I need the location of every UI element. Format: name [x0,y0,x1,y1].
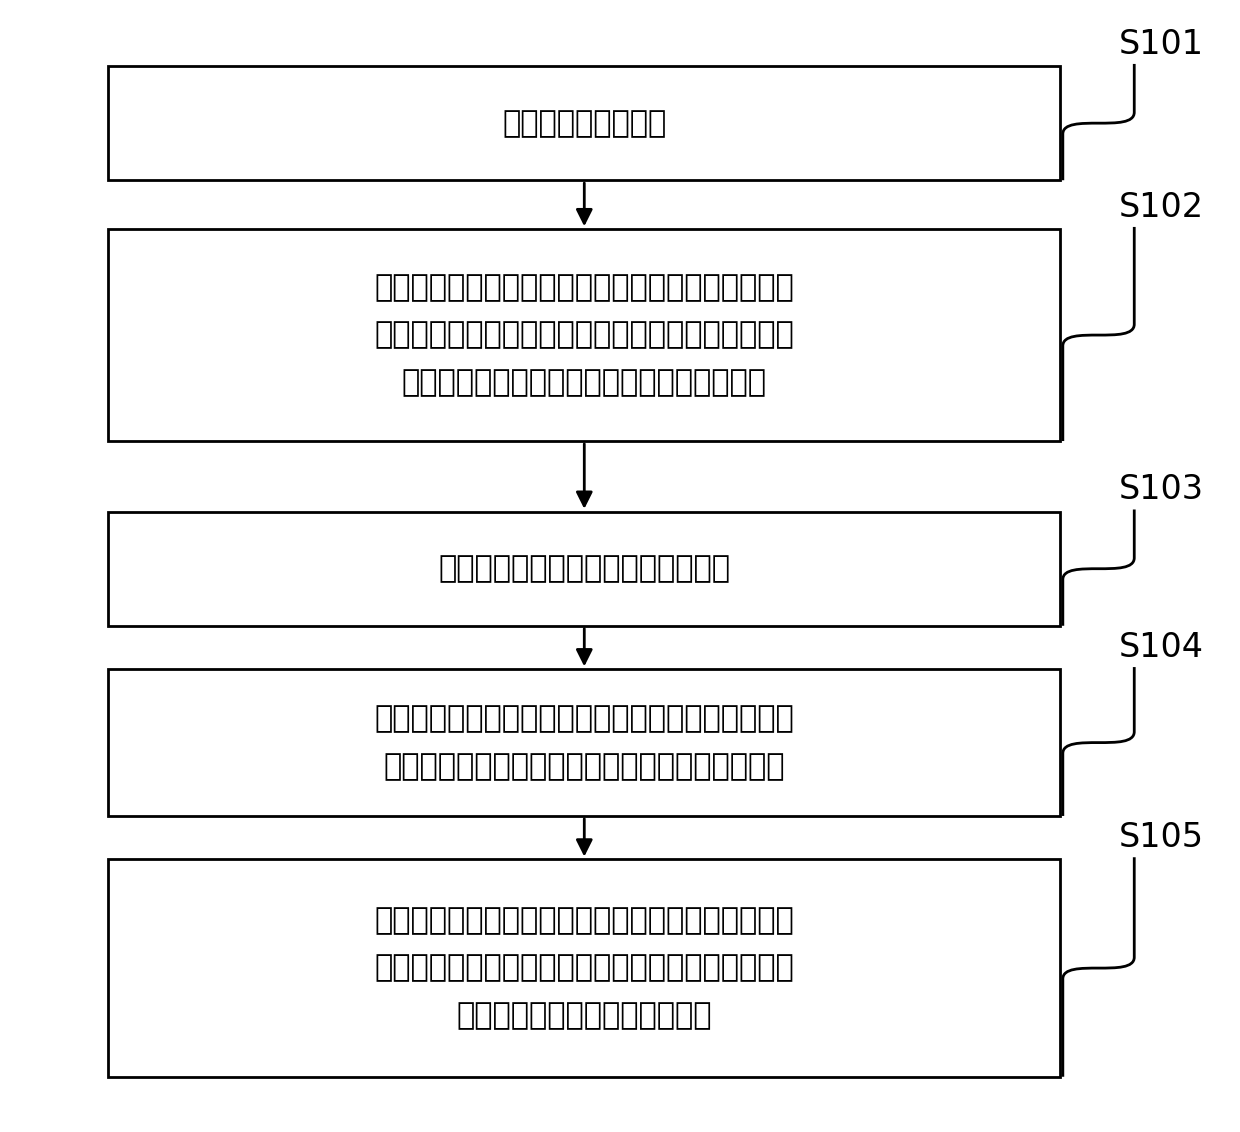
Text: S105: S105 [1120,821,1204,854]
FancyBboxPatch shape [108,66,1060,180]
Text: S103: S103 [1120,473,1204,506]
Text: S104: S104 [1120,631,1204,663]
Text: 计算任意两个雷电点之间的密度关系: 计算任意两个雷电点之间的密度关系 [438,555,730,583]
FancyBboxPatch shape [108,512,1060,626]
FancyBboxPatch shape [108,859,1060,1077]
Text: 根据任意两个雷电点之间的密度关系对雷电数据进行
聚类，以生成雷暴团，并获取雷暴团的位置特征点: 根据任意两个雷电点之间的密度关系对雷电数据进行 聚类，以生成雷暴团，并获取雷暴团… [374,704,794,781]
Text: S102: S102 [1118,190,1204,224]
Text: 获取同一时间段内的雷电数据，并根据每个雷电点计
算每个雷电点周边雷电与雷电点之间的距离，以及通
过雷电点和距离构建雷电数据空间位置关系表: 获取同一时间段内的雷电数据，并根据每个雷电点计 算每个雷电点周边雷电与雷电点之间… [374,273,794,397]
Text: S101: S101 [1120,27,1204,61]
Text: 建立聚类分析数据库: 建立聚类分析数据库 [502,109,666,138]
Text: 根据雷暴团的位置特征点随着时间推移上的位移变化
，线性拟合所述雷暴团的位置特征点，并预测下一个
时间段雷暴团将要出现的位置。: 根据雷暴团的位置特征点随着时间推移上的位移变化 ，线性拟合所述雷暴团的位置特征点… [374,907,794,1030]
FancyBboxPatch shape [108,229,1060,441]
FancyBboxPatch shape [108,669,1060,816]
